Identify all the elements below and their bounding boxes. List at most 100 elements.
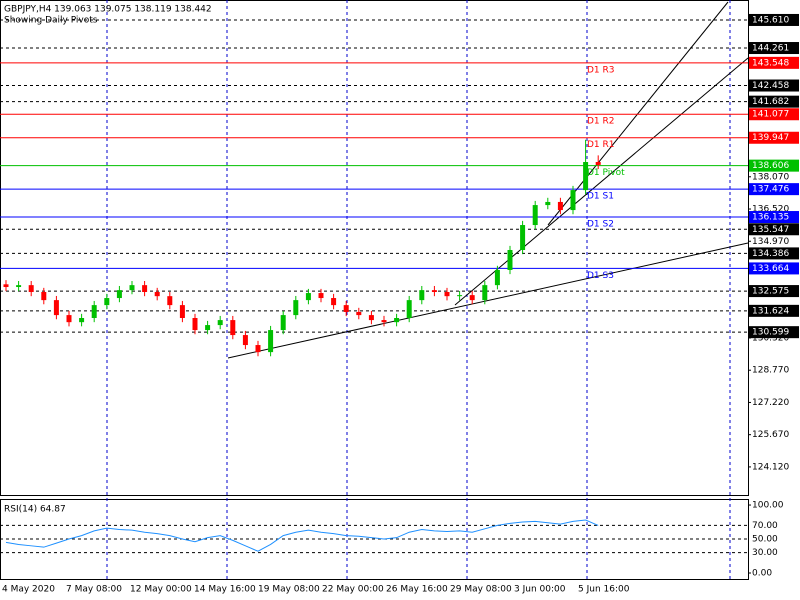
- level-name: D1 S2: [587, 220, 614, 230]
- candle-body: [255, 345, 261, 353]
- candle-body: [142, 285, 148, 293]
- level-label: 137.476: [752, 185, 789, 195]
- level-tag: [749, 247, 799, 260]
- level-label: 136.135: [752, 213, 789, 223]
- candle-body: [557, 201, 563, 211]
- rsi-tick-label: 100.00: [752, 501, 784, 511]
- level-label: 135.547: [752, 225, 789, 235]
- candle-body: [482, 285, 488, 301]
- candle-body: [104, 298, 110, 306]
- level-label: 141.682: [752, 97, 789, 107]
- candle-body: [53, 300, 59, 316]
- level-tag: [749, 56, 799, 69]
- level-name: D1 R1: [587, 140, 615, 150]
- candle-body: [381, 320, 387, 323]
- candle-body: [305, 293, 311, 301]
- trend-line: [547, 1, 729, 226]
- candle-body: [494, 269, 500, 286]
- level-label: 139.947: [752, 133, 789, 143]
- candle-body: [41, 292, 47, 301]
- candle-body: [318, 293, 324, 299]
- level-name: D1 S1: [587, 192, 614, 202]
- candle-body: [3, 284, 9, 288]
- candle-body: [66, 315, 72, 323]
- candle-body: [583, 162, 589, 191]
- level-label: 138.606: [752, 161, 789, 171]
- y-tick-label: 128.770: [752, 366, 789, 376]
- candle-body: [91, 305, 97, 319]
- level-label: 143.548: [752, 58, 789, 68]
- candle-body: [469, 295, 475, 301]
- level-tag: [749, 131, 799, 144]
- y-tick-label: 130.320: [752, 333, 789, 343]
- rsi-label: RSI(14) 64.87: [4, 505, 66, 515]
- candle-body: [368, 315, 374, 321]
- x-tick-label: 7 May 08:00: [66, 585, 122, 595]
- rsi-tick-label: 70.00: [752, 521, 778, 531]
- level-tag: [749, 304, 799, 317]
- level-tag: [749, 326, 799, 339]
- candle-body: [192, 318, 198, 331]
- chart-subtitle: Showing Daily Pivots: [4, 16, 98, 26]
- level-label: 141.077: [752, 110, 789, 120]
- rsi-line: [5, 519, 599, 552]
- chart-title: GBPJPY,H4 139.063 139.075 138.119 138.44…: [4, 5, 212, 15]
- level-tag: [749, 223, 799, 236]
- level-tag: [749, 285, 799, 298]
- candle-body: [331, 298, 337, 306]
- level-name: D1 R2: [587, 117, 615, 127]
- level-tag: [749, 262, 799, 275]
- level-name: D1 R3: [587, 65, 615, 75]
- main-panel: [0, 0, 749, 496]
- y-tick-label: 138.070: [752, 172, 789, 182]
- level-name: D1 Pivot: [587, 168, 625, 178]
- candle-body: [280, 315, 286, 331]
- candle-body: [79, 318, 85, 323]
- candle-body: [444, 292, 450, 297]
- level-tag: [749, 108, 799, 121]
- level-label: 130.599: [752, 328, 789, 338]
- x-tick-label: 4 May 2020: [2, 585, 55, 595]
- trend-lines: [227, 1, 749, 359]
- vertical-grid: [106, 0, 731, 580]
- level-tag: [749, 159, 799, 172]
- candle-body: [545, 201, 551, 206]
- y-tick-label: 127.220: [752, 398, 789, 408]
- candle-body: [419, 290, 425, 301]
- rsi-tick-label: 0.00: [752, 568, 772, 578]
- level-label: 144.261: [752, 44, 789, 54]
- candle-body: [116, 290, 122, 299]
- y-tick-label: 124.120: [752, 462, 789, 472]
- candle-body: [268, 330, 274, 353]
- candle-body: [129, 285, 135, 291]
- level-tag: [749, 79, 799, 92]
- level-tag: [749, 211, 799, 224]
- y-tick-label: 136.520: [752, 205, 789, 215]
- candle-body: [16, 285, 22, 288]
- rsi-tick-label: 30.00: [752, 548, 778, 558]
- candle-body: [230, 320, 236, 336]
- candle-body: [154, 292, 160, 297]
- candle-body: [205, 325, 211, 331]
- candle-body: [507, 249, 513, 270]
- level-tag: [749, 95, 799, 108]
- candle-body: [179, 305, 185, 319]
- candle-body: [431, 290, 437, 293]
- level-tag: [749, 183, 799, 196]
- candle-body: [356, 311, 362, 316]
- candle-body: [217, 320, 223, 326]
- x-tick-label: 5 Jun 16:00: [578, 585, 630, 595]
- level-label: 131.624: [752, 306, 789, 316]
- level-label: 134.386: [752, 249, 789, 259]
- y-tick-label: 134.970: [752, 237, 789, 247]
- level-label: 142.458: [752, 81, 789, 91]
- candle-body: [167, 296, 173, 306]
- x-tick-label: 22 May 00:00: [322, 585, 384, 595]
- level-label: 132.575: [752, 287, 789, 297]
- level-name: D1 S3: [587, 271, 614, 281]
- candle-body: [242, 335, 248, 346]
- x-tick-label: 14 May 16:00: [194, 585, 256, 595]
- level-tag: [749, 42, 799, 55]
- rsi-tick-label: 50.00: [752, 535, 778, 545]
